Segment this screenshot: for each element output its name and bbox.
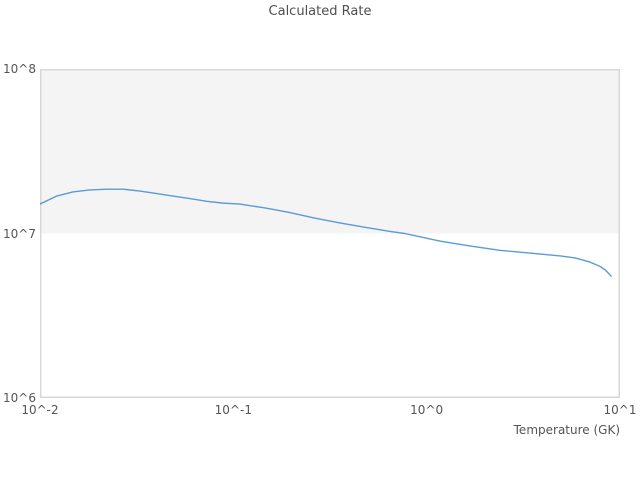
series-line-calculated-rate — [40, 188, 612, 277]
plot-svg — [40, 69, 620, 398]
y-tick-label: 10^6 — [3, 391, 36, 405]
plot-border — [40, 69, 620, 398]
shaded-band — [40, 69, 620, 234]
plot-area — [40, 69, 620, 398]
x-axis-label: Temperature (GK) — [513, 423, 620, 437]
chart-title: Calculated Rate — [268, 4, 372, 19]
y-tick-label: 10^8 — [3, 62, 36, 76]
x-tick-label: 10^-2 — [21, 403, 59, 417]
x-tick-label: 10^-1 — [214, 403, 252, 417]
x-tick-label: 10^0 — [410, 403, 444, 417]
y-tick-label: 10^7 — [3, 226, 36, 241]
x-tick-label: 10^1 — [603, 403, 637, 417]
